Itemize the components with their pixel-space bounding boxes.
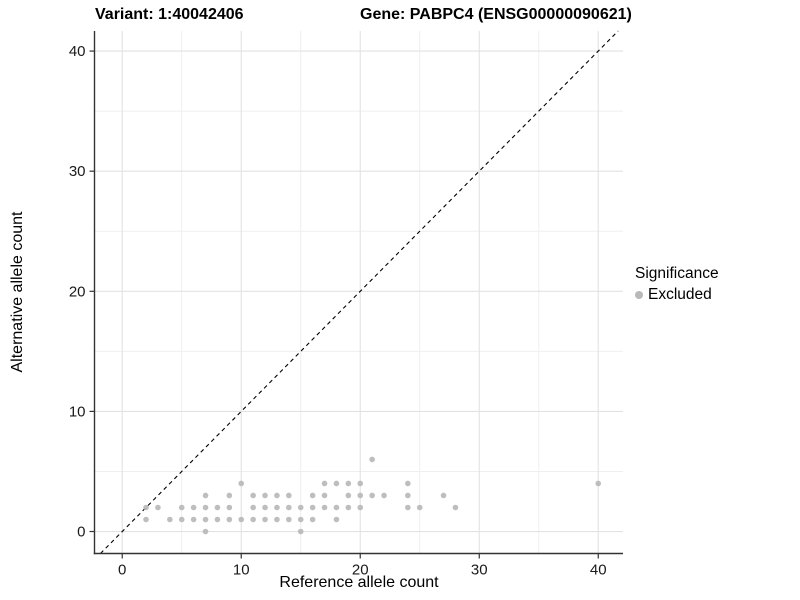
svg-text:20: 20 [352, 562, 369, 579]
identity-line [100, 30, 619, 554]
axis-ticks [89, 50, 599, 559]
points-excluded [143, 456, 602, 535]
major-gridlines [94, 31, 623, 554]
svg-text:40: 40 [69, 43, 86, 60]
svg-text:20: 20 [69, 283, 86, 300]
svg-text:0: 0 [77, 524, 85, 541]
plot-title-gene: Gene: PABPC4 (ENSG00000090621) [360, 6, 632, 23]
minor-gridlines [94, 31, 623, 554]
legend-item-excluded: Excluded [635, 286, 719, 304]
svg-text:10: 10 [69, 403, 86, 420]
axis-lines [93, 31, 623, 555]
x-axis-title: Reference allele count [279, 574, 439, 591]
svg-text:0: 0 [118, 562, 126, 579]
svg-text:40: 40 [590, 562, 607, 579]
excluded-marker-icon [635, 291, 643, 299]
y-axis-title: Alternative allele count [9, 211, 26, 373]
svg-text:10: 10 [233, 562, 250, 579]
legend-item-label: Excluded [648, 286, 712, 303]
svg-text:30: 30 [471, 562, 488, 579]
legend: Significance Excluded [635, 265, 719, 304]
tick-labels: 0 10 20 30 40 0 10 20 30 40 [69, 43, 607, 578]
svg-text:30: 30 [69, 163, 86, 180]
legend-title: Significance [635, 265, 719, 282]
plot-title-variant: Variant: 1:40042406 [95, 6, 244, 23]
